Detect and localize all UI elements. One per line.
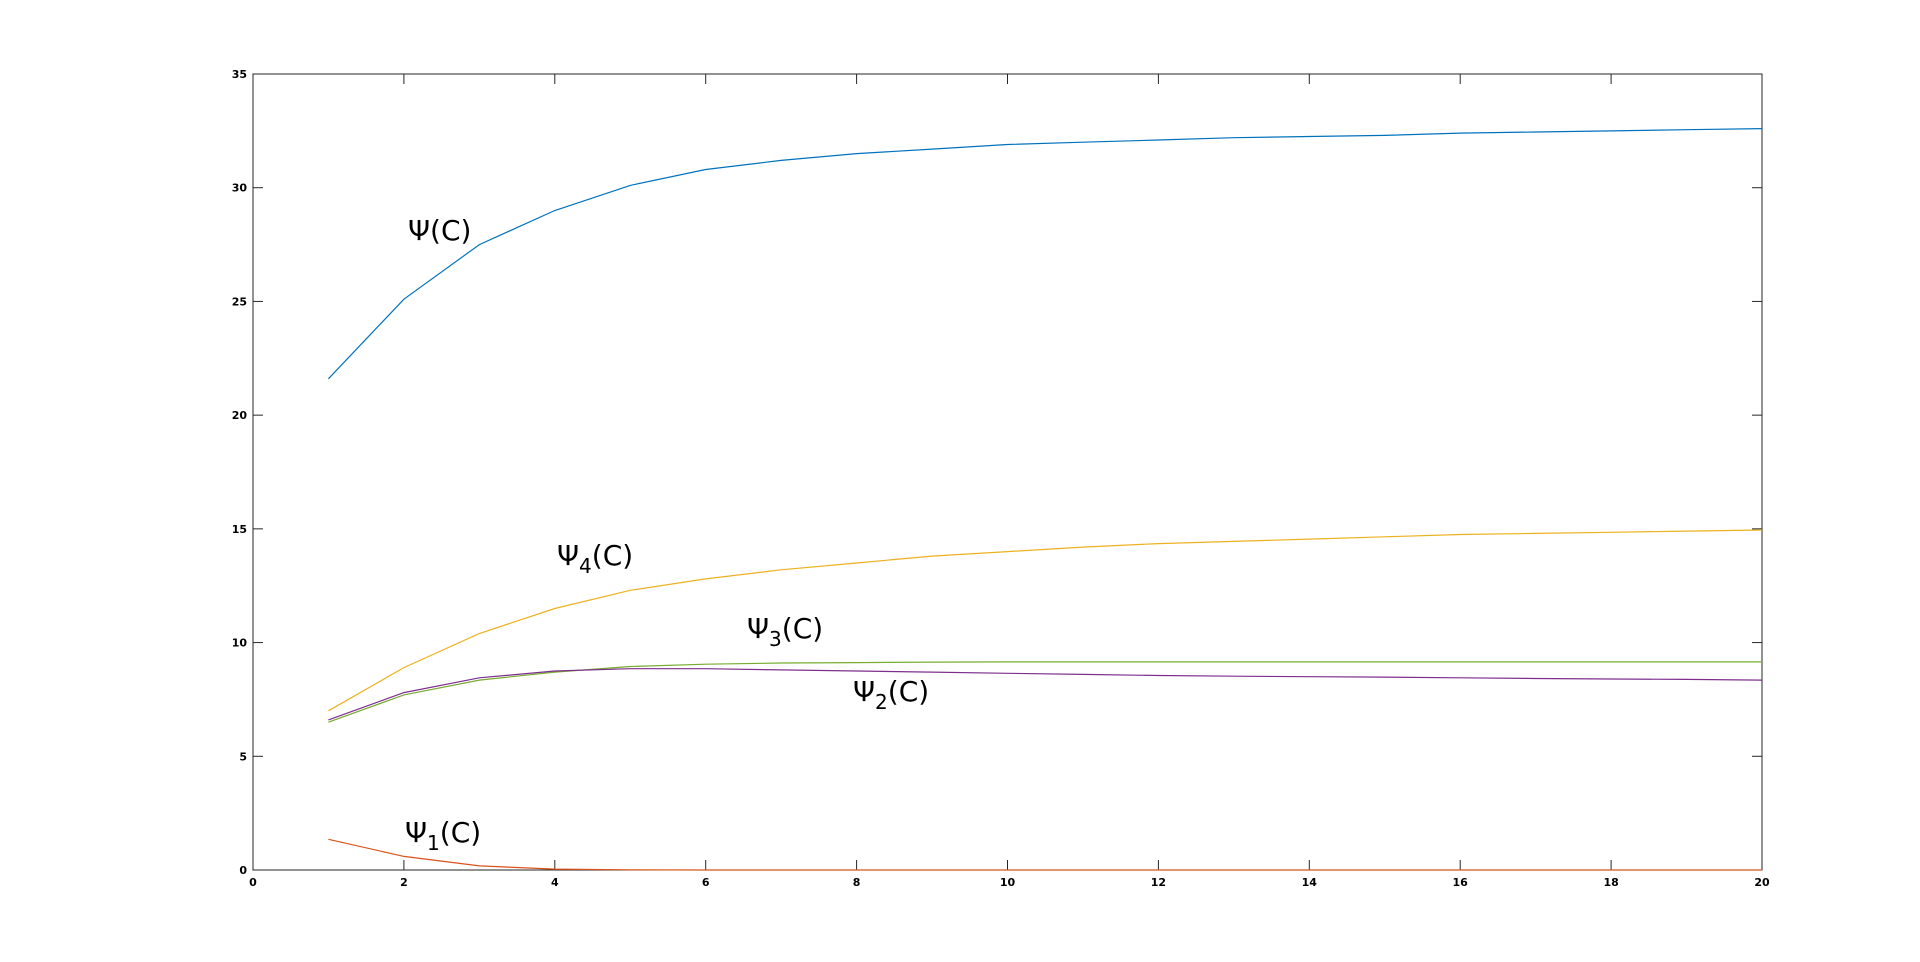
series-line-psi4: [328, 529, 1763, 712]
series-label-psi: Ψ(C): [408, 214, 471, 247]
y-tick-label: 0: [239, 864, 247, 877]
x-tick-label: 6: [702, 876, 710, 889]
series-label-psi1: Ψ1(C): [405, 816, 481, 855]
series-labels: Ψ(C) Ψ4(C) Ψ3(C) Ψ2(C) Ψ1(C): [405, 214, 929, 855]
y-tick-label: 10: [232, 637, 248, 650]
y-tick-label: 25: [232, 295, 247, 308]
x-tick-label: 16: [1453, 876, 1469, 889]
series-label-psi4: Ψ4(C): [557, 539, 633, 578]
y-tick-label: 30: [232, 182, 248, 195]
y-tick-label: 20: [232, 409, 248, 422]
series-line-psi2: [328, 668, 1763, 721]
x-tick-label: 12: [1151, 876, 1166, 889]
series-label-psi2: Ψ2(C): [853, 675, 929, 714]
y-tick-label: 5: [239, 750, 247, 763]
axis-tick-labels: 0 2 4 6 8 10 12 14 16 18 20 0 5 10 15 20 25 30 35: [232, 68, 1770, 889]
x-tick-label: 2: [400, 876, 408, 889]
axis-ticks: [252, 73, 1763, 871]
x-tick-label: 4: [551, 876, 559, 889]
series-line-psi3: [328, 661, 1762, 723]
x-tick-label: 10: [1000, 876, 1016, 889]
x-tick-label: 14: [1302, 876, 1318, 889]
series-line-psi: [327, 128, 1763, 380]
y-tick-label: 35: [232, 68, 247, 81]
y-tick-label: 15: [232, 523, 247, 536]
x-tick-label: 20: [1754, 876, 1770, 889]
series-label-psi3: Ψ3(C): [747, 612, 823, 651]
x-tick-label: 8: [853, 876, 861, 889]
x-tick-label: 18: [1603, 876, 1618, 889]
plot-area: [252, 73, 1763, 871]
series-line-psi1: [328, 838, 1762, 871]
series-lines: [327, 128, 1763, 871]
x-tick-label: 0: [249, 876, 257, 889]
